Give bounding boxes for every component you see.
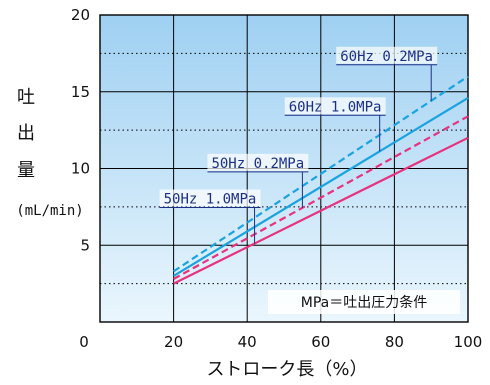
y-tick-label: 15 [71,83,90,101]
series-line [173,96,469,277]
y-tick-labels: 5 10 15 20 [71,6,90,254]
callout-label: 50Hz 0.2MPa [211,156,304,172]
callout-label-bg [159,189,261,207]
x-tick-label: 80 [385,333,404,351]
legend-note: MPa＝吐出圧力条件 [301,294,427,311]
y-axis-title-char: 吐 [17,87,35,108]
callout-label-bg [336,46,438,64]
callout-label: 60Hz 0.2MPa [340,49,433,65]
y-tick-label: 5 [80,236,90,254]
series-layer [172,75,469,285]
y-tick-label: 20 [71,6,90,24]
y-axis-title-char: 出 [17,123,35,144]
y-axis-unit: (mL/min) [16,203,83,219]
callout-layer: 60Hz 0.2MPa 60Hz 1.0MPa 50Hz 0.2MPa 50Hz 1.… [159,46,438,244]
plot-frame [99,14,469,323]
callout-label: 60Hz 1.0MPa [289,99,382,115]
x-tick-label: 0 [79,333,89,351]
x-tick-label: 100 [454,333,483,351]
y-tick-label: 10 [71,160,90,178]
series-line [173,136,469,285]
callout-label-bg [207,153,309,171]
series-line [173,115,469,280]
note-box [268,290,460,314]
x-tick-label: 40 [238,333,257,351]
callout-label-bg [284,97,386,115]
x-tick-label: 20 [164,333,183,351]
callout-label: 50Hz 1.0MPa [164,192,257,208]
series-line [172,75,469,273]
x-axis-title: ストローク長（%） [206,359,367,380]
y-axis-title-char: 量 [17,160,35,181]
x-tick-label: 60 [311,333,330,351]
x-tick-labels: 0 20 40 60 80 100 [79,333,482,351]
